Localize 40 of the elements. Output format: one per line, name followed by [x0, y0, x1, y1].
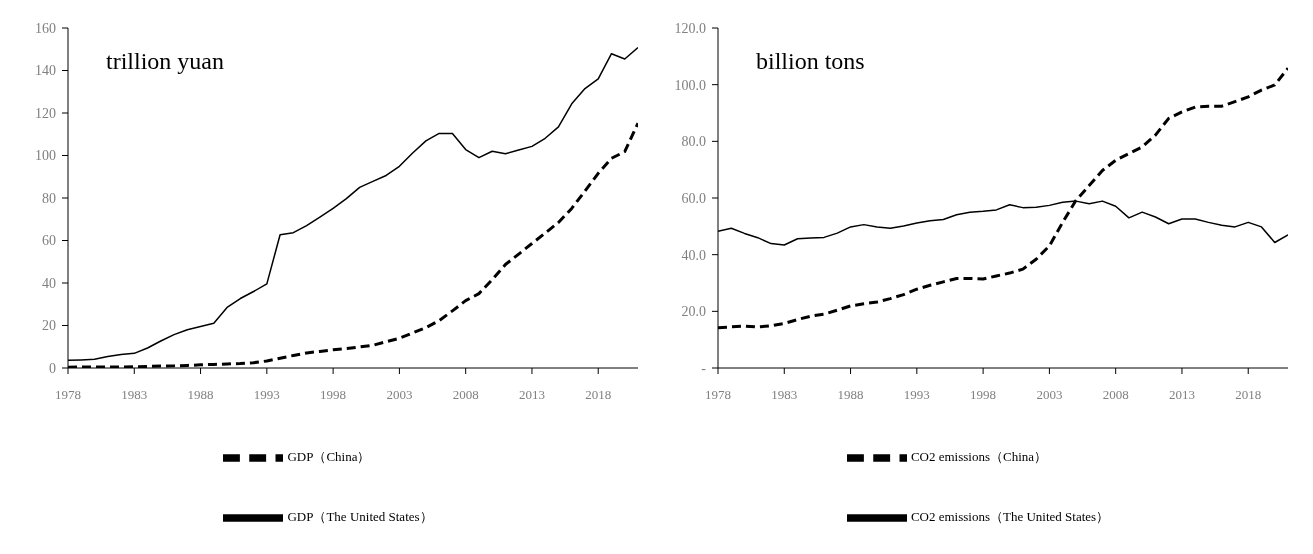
y-tick-label: 120.0 — [674, 20, 706, 36]
y-tick-label: 80.0 — [681, 134, 706, 150]
x-tick-label: 1993 — [253, 387, 280, 403]
y-tick-label: 160 — [35, 20, 56, 36]
x-tick-label: 2018 — [585, 387, 612, 403]
x-tick-label: 1988 — [837, 387, 864, 403]
y-tick-label: 80 — [42, 190, 56, 206]
x-tick-label: 1988 — [187, 387, 214, 403]
x-tick-label: 1998 — [320, 387, 347, 403]
y-tick-label: 60 — [42, 233, 56, 249]
x-tick-label: 2003 — [1036, 387, 1063, 403]
x-tick-label: 1993 — [903, 387, 930, 403]
legend-label: CO2 emissions（The United States） — [910, 508, 1110, 524]
y-tick-label: 120 — [35, 105, 56, 121]
x-tick-label: 2013 — [518, 387, 545, 403]
x-tick-label: 2003 — [386, 387, 413, 403]
y-axis-title: billion tons — [756, 48, 865, 75]
y-tick-label: 40 — [42, 275, 56, 291]
y-tick-label: 100 — [35, 148, 56, 164]
x-tick-label: 2008 — [452, 387, 479, 403]
y-tick-label: - — [701, 360, 707, 376]
x-tick-label: 1978 — [55, 387, 81, 403]
x-tick-label: 1983 — [771, 387, 798, 403]
y-tick-label: 140 — [35, 63, 56, 79]
y-tick-label: 60.0 — [681, 190, 706, 206]
y-tick-label: 20.0 — [681, 304, 706, 320]
x-tick-label: 1978 — [705, 387, 731, 403]
legend-label: CO2 emissions（China） — [910, 448, 1048, 464]
x-tick-label: 2018 — [1235, 387, 1262, 403]
x-tick-label: 1983 — [121, 387, 148, 403]
y-tick-label: 100.0 — [674, 77, 706, 93]
x-tick-label: 1998 — [970, 387, 997, 403]
y-axis-title: trillion yuan — [106, 48, 224, 75]
legend-label: GDP（The United States） — [287, 508, 433, 524]
y-tick-label: 0 — [49, 360, 56, 376]
legend-label: GDP（China） — [287, 448, 371, 464]
y-tick-label: 20 — [42, 318, 56, 334]
x-tick-label: 2013 — [1168, 387, 1195, 403]
x-tick-label: 2008 — [1102, 387, 1129, 403]
y-tick-label: 40.0 — [681, 247, 706, 263]
